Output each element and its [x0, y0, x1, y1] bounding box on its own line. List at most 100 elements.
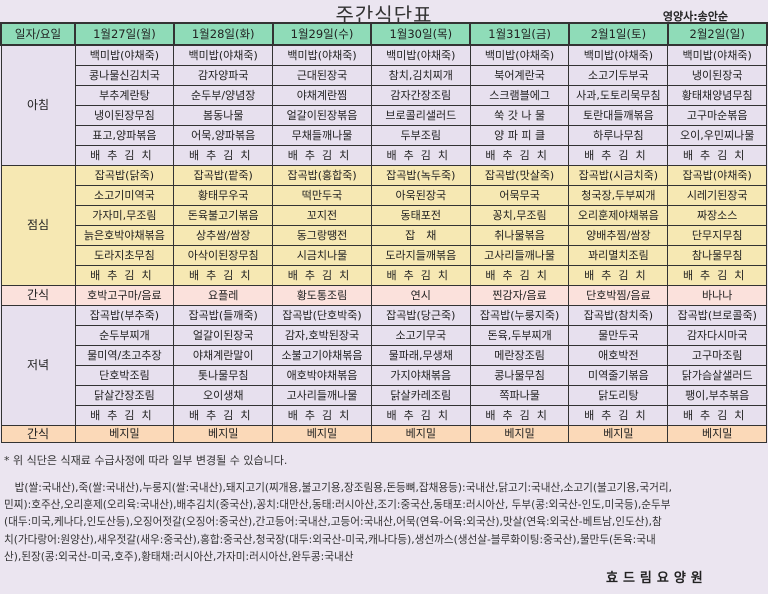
menu-cell: 베지밀 — [272, 425, 372, 443]
weekly-menu-table: 일자/요일 1월27일(월) 1월28일(화) 1월29일(수) 1월30일(목… — [0, 22, 768, 443]
menu-cell: 얼갈이된장국 — [173, 325, 274, 346]
menu-cell: 가자미,무조림 — [74, 205, 175, 226]
menu-cell: 스크램블에그 — [469, 85, 570, 106]
menu-cell: 잡곡밥(브로콜죽) — [667, 305, 768, 326]
menu-cell: 표고,양파볶음 — [74, 125, 175, 146]
menu-cell: 잡곡밥(들깨죽) — [173, 305, 274, 326]
menu-cell: 도라지초무침 — [74, 245, 175, 266]
menu-cell: 배추김치 — [74, 145, 175, 166]
menu-cell: 닭도리탕 — [568, 385, 669, 406]
menu-cell: 늙은호박야채볶음 — [74, 225, 175, 246]
menu-cell: 콩나물무침 — [469, 365, 570, 386]
menu-cell: 고구마순볶음 — [667, 105, 768, 126]
menu-cell: 어묵무국 — [469, 185, 570, 206]
meal-label-dinner: 저녁 — [0, 305, 76, 426]
change-notice: * 위 식단은 식재료 수급사정에 따라 일부 변경될 수 있습니다. — [4, 454, 288, 467]
menu-cell: 짜장소스 — [667, 205, 768, 226]
menu-cell: 물파래,무생채 — [370, 345, 471, 366]
menu-cell: 오리훈제야채볶음 — [568, 205, 669, 226]
menu-cell: 소고기두부국 — [568, 65, 669, 86]
menu-cell: 배추김치 — [173, 265, 274, 286]
menu-cell: 황도통조림 — [272, 285, 372, 306]
breakfast-row: 배추김치 배추김치 배추김치 배추김치 배추김치 배추김치 배추김치 — [1, 145, 768, 166]
menu-cell: 백미밥(야채죽) — [667, 44, 768, 66]
menu-cell: 돈육불고기볶음 — [173, 205, 274, 226]
menu-cell: 상추쌈/쌈장 — [173, 225, 274, 246]
menu-cell: 잡곡밥(홍합죽) — [272, 165, 372, 186]
menu-cell: 닭살카레조림 — [370, 385, 471, 406]
facility-name: 효드림요양원 — [606, 571, 708, 586]
menu-cell: 단무지무침 — [667, 225, 768, 246]
dinner-row: 물미역/초고추장 야채계란말이 소불고기야채볶음 물파래,무생채 메란장조림 애호박전 고구… — [1, 345, 768, 366]
menu-cell: 단호박조림 — [74, 365, 175, 386]
menu-cell: 야채계란찜 — [272, 85, 372, 106]
menu-cell: 감자다시마국 — [667, 325, 768, 346]
menu-cell: 물미역/초고추장 — [74, 345, 175, 366]
snack2-row: 간식 베지밀 베지밀 베지밀 베지밀 베지밀 베지밀 베지밀 — [0, 425, 768, 443]
menu-cell: 배추김치 — [667, 145, 768, 166]
menu-cell: 배추김치 — [272, 145, 372, 166]
menu-cell: 베지밀 — [469, 425, 570, 443]
day-header: 1월30일(목) — [370, 22, 472, 46]
menu-cell: 배추김치 — [272, 405, 372, 426]
menu-cell: 소고기미역국 — [74, 185, 175, 206]
menu-cell: 백미밥(야채죽) — [173, 44, 274, 66]
menu-cell: 쑥 갓 나 물 — [469, 105, 570, 126]
menu-cell: 애호박전 — [568, 345, 669, 366]
day-header: 1월27일(월) — [74, 22, 175, 46]
menu-cell: 베지밀 — [568, 425, 669, 443]
menu-cell: 팽이,부추볶음 — [667, 385, 768, 406]
menu-cell: 고사리들깨나물 — [469, 245, 570, 266]
menu-cell: 배추김치 — [370, 145, 471, 166]
menu-cell: 쪽파나물 — [469, 385, 570, 406]
menu-cell: 어묵,양파볶음 — [173, 125, 274, 146]
lunch-row: 도라지초무침 아삭이된장무침 시금치나물 도라지들깨볶음 고사리들깨나물 꽈리멸치조림 참나… — [1, 245, 768, 266]
menu-cell: 배추김치 — [568, 405, 669, 426]
origin-line: 치(가다랑어:원양산),새우젓갈(새우:중국산),홍합:중국산,청국장(대두:외… — [4, 533, 656, 546]
menu-cell: 닭가슴살샐러드 — [667, 365, 768, 386]
menu-cell: 두부조림 — [370, 125, 471, 146]
menu-cell: 배추김치 — [74, 265, 175, 286]
menu-cell: 백미밥(야채죽) — [74, 44, 175, 66]
menu-cell: 오이생채 — [173, 385, 274, 406]
menu-cell: 북어계란국 — [469, 65, 570, 86]
menu-cell: 바나나 — [667, 285, 768, 306]
menu-cell: 잡곡밥(누룽지죽) — [469, 305, 570, 326]
menu-cell: 배추김치 — [469, 405, 570, 426]
day-header: 1월31일(금) — [469, 22, 570, 46]
menu-cell: 봄동나물 — [173, 105, 274, 126]
menu-cell: 콩나물신김치국 — [74, 65, 175, 86]
menu-cell: 떡만두국 — [272, 185, 372, 206]
menu-cell: 동그랑땡전 — [272, 225, 372, 246]
menu-cell: 꽈리멸치조림 — [568, 245, 669, 266]
menu-cell: 톳나물무침 — [173, 365, 274, 386]
header-corner: 일자/요일 — [0, 22, 76, 46]
menu-cell: 요플레 — [173, 285, 274, 306]
dinner-row: 닭살간장조림 오이생채 고사리들깨나물 닭살카레조림 쪽파나물 닭도리탕 팽이,부추볶음 — [1, 385, 768, 406]
menu-cell: 냉이된장국 — [667, 65, 768, 86]
menu-cell: 메란장조림 — [469, 345, 570, 366]
day-header: 2월2일(일) — [666, 22, 768, 46]
menu-cell: 잡곡밥(당근죽) — [370, 305, 471, 326]
menu-cell: 하루나무침 — [568, 125, 669, 146]
menu-cell: 소고기무국 — [370, 325, 471, 346]
lunch-row: 늙은호박야채볶음 상추쌈/쌈장 동그랑땡전 잡 채 취나물볶음 양배추찜/쌈장 단무지무침 — [1, 225, 768, 246]
menu-cell: 참치,김치찌개 — [370, 65, 471, 86]
menu-cell: 배추김치 — [272, 265, 372, 286]
menu-cell: 베지밀 — [173, 425, 274, 443]
meal-label-breakfast: 아침 — [0, 44, 76, 166]
breakfast-row: 콩나물신김치국 감자양파국 근대된장국 참치,김치찌개 북어계란국 소고기두부국 냉이된장국 — [1, 65, 768, 86]
menu-cell: 토란대들깨볶음 — [568, 105, 669, 126]
menu-cell: 감자간장조림 — [370, 85, 471, 106]
nutritionist-label: 영양사:송안순 — [662, 10, 728, 23]
menu-cell: 오이,우민찌나물 — [667, 125, 768, 146]
menu-cell: 단호박찜/음료 — [568, 285, 669, 306]
breakfast-row: 냉이된장무침 봄동나물 얼갈이된장볶음 브로콜리샐러드 쑥 갓 나 물 토란대들깨볶음 고구… — [1, 105, 768, 126]
origin-line: (대두:미국,케나다,인도산등),오징어젓갈(오징어:중국산),간고등어:국내산… — [4, 516, 662, 529]
menu-cell: 양 파 피 클 — [469, 125, 570, 146]
menu-cell: 찐감자/음료 — [469, 285, 570, 306]
menu-cell: 청국장,두부찌개 — [568, 185, 669, 206]
menu-cell: 아삭이된장무침 — [173, 245, 274, 266]
dinner-row: 순두부찌개 얼갈이된장국 감자,호박된장국 소고기무국 돈육,두부찌개 물만두국 감자다시마… — [1, 325, 768, 346]
day-header: 1월29일(수) — [271, 22, 373, 46]
